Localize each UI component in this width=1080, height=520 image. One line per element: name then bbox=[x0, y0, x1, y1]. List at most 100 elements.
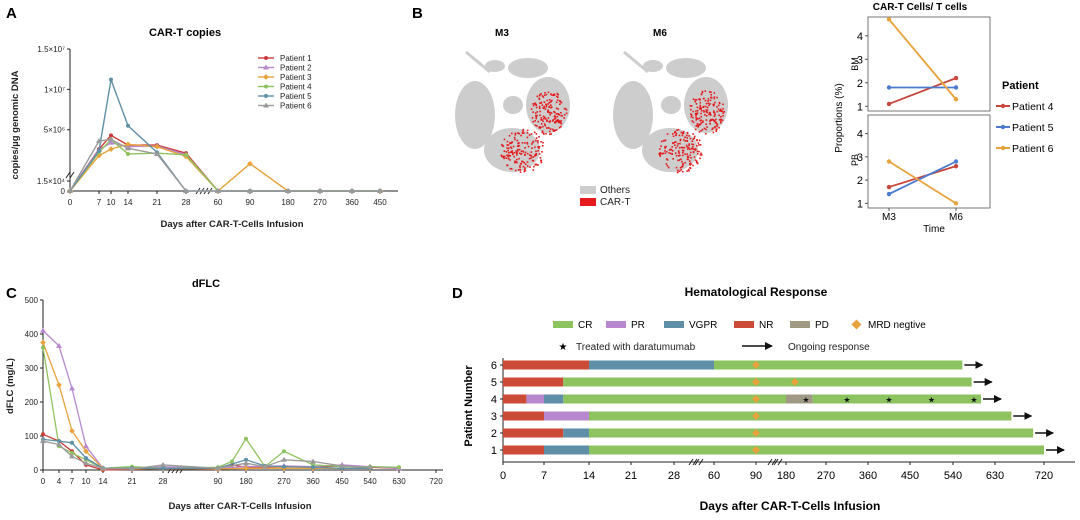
umap-cart-cell bbox=[677, 150, 680, 152]
umap-cart-cell bbox=[713, 97, 716, 100]
umap-cart-cell bbox=[541, 151, 543, 153]
umap-cart-cell bbox=[526, 141, 529, 144]
chart-d-legend-swatch bbox=[734, 321, 754, 328]
umap-cart-cell bbox=[709, 114, 712, 116]
umap-cart-cell bbox=[707, 98, 710, 100]
umap-cart-cell bbox=[509, 146, 512, 148]
chart-a-point bbox=[97, 148, 101, 153]
umap-cart-cell bbox=[554, 121, 556, 123]
chart-a-legend-label: Patient 1 bbox=[280, 54, 312, 63]
umap-cart-cell bbox=[544, 92, 546, 94]
umap-cart-cell bbox=[514, 169, 517, 172]
umap-cart-cell bbox=[679, 142, 681, 145]
umap-cart-cell bbox=[545, 127, 548, 129]
chart-a-ytick-label: 1.5×10⁴ bbox=[37, 177, 66, 186]
umap-label-m6: M6 bbox=[653, 28, 667, 39]
umap-cart-cell bbox=[518, 152, 521, 155]
chart-d-ytick-label: 3 bbox=[491, 411, 497, 423]
umap-cart-cell bbox=[673, 141, 676, 144]
chart-a-legend-marker bbox=[264, 56, 268, 60]
chart-d-title: Hematological Response bbox=[685, 285, 828, 299]
umap-cart-cell bbox=[541, 125, 544, 128]
umap-cart-cell bbox=[511, 150, 513, 152]
umap-cart-cell bbox=[687, 168, 690, 171]
umap-cart-cell bbox=[718, 126, 720, 129]
chart-c-ytick-label: 0 bbox=[34, 466, 39, 475]
umap-cart-cell bbox=[676, 144, 679, 147]
umap-cart-cell bbox=[535, 133, 538, 135]
chart-c-xtick-label: 540 bbox=[363, 477, 377, 486]
umap-cart-cell bbox=[522, 130, 524, 133]
umap-cart-cell bbox=[538, 98, 541, 101]
umap-cart-cell bbox=[660, 140, 663, 143]
chart-c-series-line bbox=[42, 438, 370, 469]
umap-cart-cell bbox=[519, 166, 521, 169]
umap-cart-cell bbox=[538, 147, 540, 149]
chart-d-x-break bbox=[694, 458, 704, 466]
umap-cart-cell bbox=[705, 115, 708, 117]
umap-cart-cell bbox=[554, 111, 556, 114]
chart-a-ytick-label: 1×10⁷ bbox=[44, 85, 65, 94]
umap-cart-cell bbox=[553, 115, 556, 117]
umap-cart-cell bbox=[520, 153, 522, 155]
chart-c-point bbox=[69, 428, 75, 434]
umap-cart-cell bbox=[665, 158, 668, 160]
umap-cart-cell bbox=[545, 132, 547, 135]
umap-cart-cell bbox=[535, 137, 538, 140]
umap-cart-cell bbox=[509, 151, 512, 153]
umap-cart-cell bbox=[665, 150, 668, 153]
umap-cart-cell bbox=[560, 114, 563, 117]
umap-cart-cell bbox=[505, 157, 508, 160]
chart-c-point bbox=[244, 436, 248, 441]
chart-d-ytick-label: 6 bbox=[491, 360, 497, 372]
chart-c-point bbox=[57, 439, 61, 444]
chart-d-bar-segment bbox=[589, 360, 714, 370]
chart-a-point bbox=[183, 188, 189, 193]
umap-cart-cell bbox=[510, 147, 513, 149]
umap-cart-cell bbox=[697, 117, 699, 120]
chart-b-facet-pb: PB bbox=[850, 154, 860, 166]
umap-cart-cell bbox=[505, 150, 508, 153]
umap-cart-cell bbox=[713, 115, 716, 118]
umap-cart-cell bbox=[689, 148, 691, 151]
umap-cart-cell bbox=[678, 159, 681, 161]
umap-cart-cell bbox=[514, 161, 516, 164]
umap-cart-cell bbox=[516, 158, 518, 161]
umap-cart-cell bbox=[684, 136, 686, 139]
umap-cart-cell bbox=[535, 106, 538, 109]
chart-c-ylabel: dFLC (mg/L) bbox=[5, 358, 16, 414]
umap-cart-cell bbox=[688, 135, 690, 137]
umap-cart-cell bbox=[718, 114, 720, 117]
umap-cart-cell bbox=[713, 111, 715, 114]
chart-b-legend: Patient 4 Patient 5 Patient 6 bbox=[996, 101, 1054, 155]
umap-cart-cell bbox=[693, 156, 696, 158]
chart-a-series-line bbox=[69, 141, 380, 192]
umap-cart-cell bbox=[534, 155, 536, 157]
umap-cart-cell bbox=[703, 97, 705, 100]
legend-daratumumab: Treated with daratumumab bbox=[576, 342, 696, 353]
umap-cart-cell bbox=[549, 113, 551, 116]
umap-cart-cell bbox=[553, 110, 555, 113]
umap-cart-cell bbox=[700, 122, 703, 124]
umap-cart-cell bbox=[661, 152, 664, 155]
chart-d-legend-swatch bbox=[790, 321, 810, 328]
chart-c-point bbox=[129, 465, 135, 471]
umap-cart-cell bbox=[672, 135, 675, 138]
umap-cart-cell bbox=[681, 170, 684, 173]
chart-b-point bbox=[886, 85, 892, 90]
umap-cart-cell bbox=[678, 146, 681, 149]
chart-d-bar-segment bbox=[503, 445, 544, 455]
umap-cart-cell bbox=[563, 107, 566, 110]
umap-cart-cell bbox=[666, 164, 669, 167]
panel-letter-b: B bbox=[412, 5, 423, 22]
umap-cart-cell bbox=[700, 152, 702, 155]
umap-cart-cell bbox=[704, 113, 706, 116]
umap-cart-cell bbox=[694, 128, 697, 131]
umap-cart-cell bbox=[680, 169, 682, 171]
chart-c-xtick-label: 630 bbox=[392, 477, 406, 486]
umap-cart-cell bbox=[698, 144, 700, 146]
umap-cart-cell bbox=[698, 117, 701, 120]
umap-cart-cell bbox=[559, 121, 562, 124]
